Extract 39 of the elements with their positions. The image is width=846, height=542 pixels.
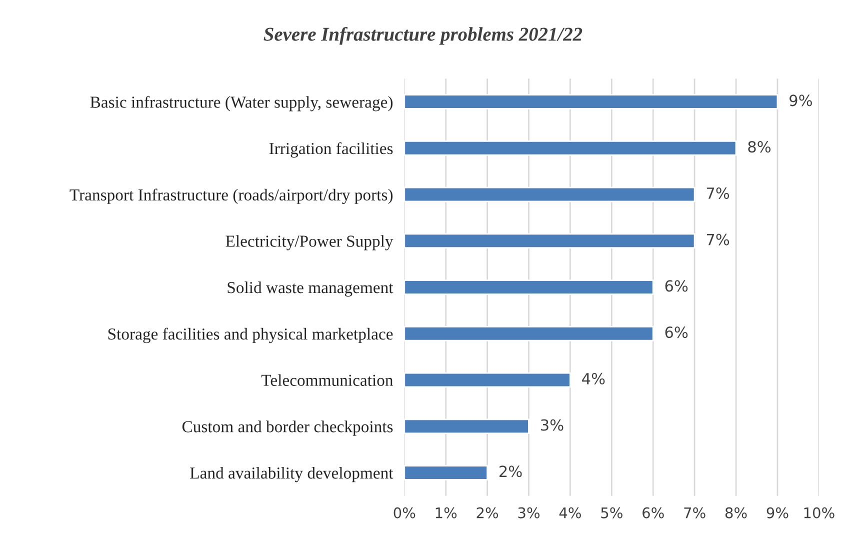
x-tick-label: 8% <box>725 507 747 518</box>
y-tick-label: Electricity/Power Supply <box>226 235 394 250</box>
data-label: 6% <box>665 280 688 292</box>
x-tick-label: 6% <box>642 507 664 518</box>
y-tick-label: Solid waste management <box>228 281 394 297</box>
chart-title: Severe Infrastructure problems 2021/22 <box>264 26 582 45</box>
bar <box>404 94 778 110</box>
data-label: 3% <box>541 419 564 431</box>
bar <box>404 465 488 480</box>
data-label: 8% <box>748 141 771 153</box>
x-tick-label: 9% <box>766 507 788 518</box>
data-label: 7% <box>706 187 730 199</box>
y-tick-label: Transport Infrastructure (roads/airport/dry ports) <box>70 188 393 204</box>
x-tick-label: 10% <box>804 507 834 518</box>
x-tick-label: 5% <box>601 507 622 518</box>
bar <box>404 233 696 249</box>
y-tick-label: Storage facilities and physical marketplace <box>108 328 393 344</box>
x-tick-label: 3% <box>518 507 540 518</box>
y-tick-label: Telecommunication <box>261 374 394 386</box>
bar <box>404 418 530 434</box>
y-tick-label: Basic infrastructure (Water supply, sewerage) <box>90 96 393 112</box>
x-tick-label: 0% <box>394 507 416 518</box>
data-label: 2% <box>500 466 522 478</box>
data-label: 7% <box>706 234 730 246</box>
bar <box>404 372 571 388</box>
data-label: 9% <box>790 94 812 106</box>
data-label: 6% <box>665 326 688 338</box>
bar <box>404 186 696 202</box>
bar <box>404 280 654 295</box>
x-tick-label: 2% <box>476 507 498 518</box>
x-tick-label: 4% <box>559 507 581 518</box>
x-tick-label: 1% <box>436 507 457 518</box>
y-tick-label: Irrigation facilities <box>269 142 393 158</box>
bar <box>404 326 654 342</box>
bar <box>404 140 737 156</box>
y-tick-label: Custom and border checkpoints <box>182 420 393 436</box>
data-label: 4% <box>582 372 605 384</box>
x-tick-label: 7% <box>684 507 706 518</box>
y-tick-label: Land availability development <box>190 466 394 482</box>
